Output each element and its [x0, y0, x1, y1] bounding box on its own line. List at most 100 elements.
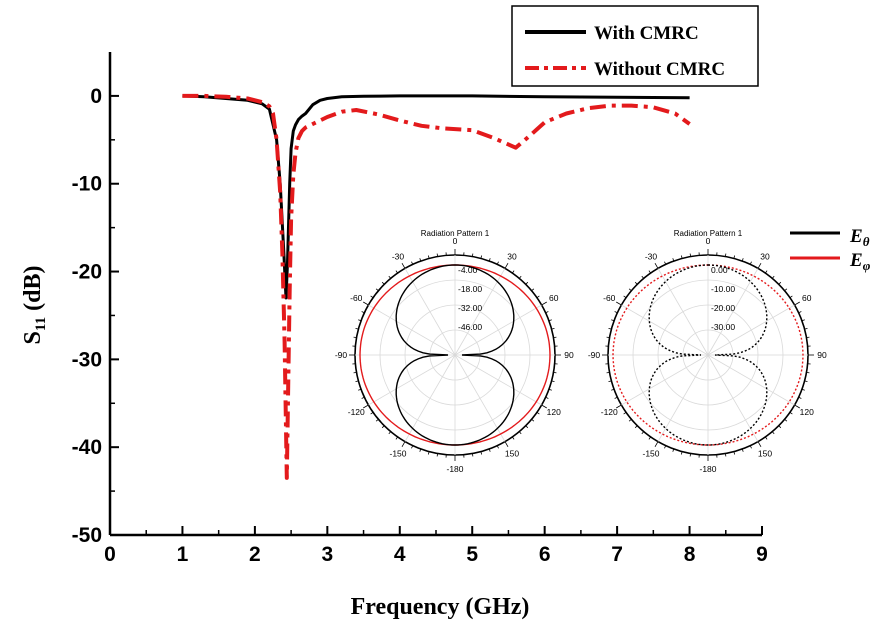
polar-spoke	[621, 354, 709, 406]
polar-tick	[628, 418, 632, 422]
polar-tick	[689, 253, 692, 257]
polar-tick	[623, 412, 627, 415]
polar-radial-label: -32.00	[458, 303, 482, 313]
polar-tick	[375, 288, 379, 292]
polar-tick	[789, 295, 793, 298]
y-tick-label: 0	[90, 85, 102, 108]
polar-tick	[616, 404, 622, 409]
polar-tick	[355, 380, 359, 383]
polar-tick	[471, 453, 474, 457]
polar-tick	[536, 412, 540, 415]
polar-tick	[623, 295, 627, 298]
polar-angle-label: 120	[547, 407, 561, 417]
polar-angle-label: 60	[549, 293, 559, 303]
polar-tick	[541, 301, 547, 306]
polar-tick	[641, 275, 645, 279]
polar-tick	[804, 327, 808, 330]
polar-tick	[525, 281, 529, 285]
polar-angle-label: 120	[800, 407, 814, 417]
polar-tick	[765, 436, 768, 440]
polar-tick	[778, 425, 782, 429]
polar-tick	[806, 371, 810, 374]
polar-angle-label: -120	[348, 407, 365, 417]
polar-tick	[634, 281, 638, 285]
x-tick-label: 6	[539, 543, 551, 566]
polar-tick	[672, 258, 675, 262]
polar-angle-label: -60	[350, 293, 363, 303]
polar-tick	[749, 261, 752, 265]
x-tick-label: 0	[104, 543, 116, 566]
polar-tick	[616, 301, 622, 306]
polar-trace-e-theta	[648, 264, 768, 446]
polar-tick	[611, 388, 615, 391]
polar-tick	[680, 255, 683, 259]
polar-tick	[488, 258, 491, 262]
polar-tick	[749, 445, 752, 449]
polar-tick	[353, 371, 357, 374]
polar-tick	[375, 418, 379, 422]
polar-tick	[784, 288, 788, 292]
polar-tick	[778, 281, 782, 285]
x-tick-label: 4	[394, 543, 406, 566]
polar-spoke	[657, 354, 709, 442]
polar-tick	[361, 311, 365, 314]
polar-angle-label: -150	[642, 449, 659, 459]
polar-tick	[419, 258, 422, 262]
x-tick-labels: 0 1 2 3 4 5 6 7 8 9	[104, 543, 768, 566]
polar-tick	[654, 263, 659, 269]
polar-tick	[648, 270, 651, 274]
polar-tick	[419, 448, 422, 452]
polar-tick	[798, 311, 802, 314]
polar-angle-label: -150	[389, 449, 406, 459]
x-tick-label: 9	[756, 543, 768, 566]
polar-tick	[355, 327, 359, 330]
polar-tick	[784, 418, 788, 422]
polar-spoke	[707, 304, 795, 356]
polar-spoke	[454, 268, 506, 356]
polar-tick	[363, 301, 369, 306]
polar-tick	[504, 441, 509, 447]
polar-angle-label: -180	[699, 464, 716, 474]
series-lines	[182, 93, 691, 480]
legend-label-without-cmrc: Without CMRC	[594, 59, 725, 80]
polar-tick	[395, 270, 398, 274]
legend-label-with-cmrc: With CMRC	[594, 23, 699, 44]
polar-spoke	[368, 354, 456, 406]
polar-tick	[733, 451, 736, 455]
y-tick-label: -30	[72, 348, 102, 371]
polar-tick	[806, 336, 810, 339]
polar-spoke	[404, 354, 456, 442]
polar-tick	[512, 270, 515, 274]
polar-radial-label: -18.00	[458, 284, 482, 294]
polar-radial-label: -30.00	[711, 322, 735, 332]
polar-trace-e-theta	[395, 264, 515, 446]
tick-marks	[109, 94, 763, 536]
polar-tick	[553, 371, 557, 374]
polar-tick	[606, 336, 610, 339]
polar-angle-label: -90	[588, 350, 601, 360]
polar-tick	[411, 261, 414, 265]
polar-tick	[395, 436, 398, 440]
main-plot: 0 1 2 3 4 5 6 7 8 9 0 -10 -20 -30 -40 -50	[72, 52, 768, 566]
polar-tick	[358, 319, 362, 322]
legend-box	[511, 5, 759, 87]
polar-tick	[733, 255, 736, 259]
polar-tick	[634, 425, 638, 429]
polar-tick	[545, 396, 549, 399]
polar-tick	[358, 388, 362, 391]
polar-tick	[606, 371, 610, 374]
polar-spoke	[621, 304, 709, 356]
polar-tick	[551, 380, 555, 383]
y-axis-title: S11 (dB)	[20, 266, 49, 345]
polar-tick	[471, 253, 474, 257]
polar-tick	[531, 288, 535, 292]
x-tick-label: 1	[177, 543, 189, 566]
polar-tick	[381, 281, 385, 285]
polar-tick	[504, 263, 509, 269]
polar-spoke	[404, 268, 456, 356]
polar-tick	[724, 253, 727, 257]
polar-tick	[794, 404, 800, 409]
polar-tick	[741, 448, 744, 452]
polar-trace-e-phi	[612, 264, 804, 446]
polar-tick	[765, 270, 768, 274]
